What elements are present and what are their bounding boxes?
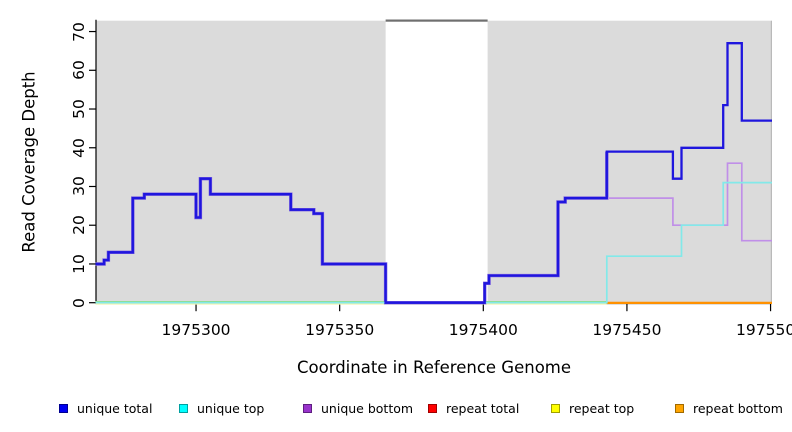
legend-swatch-repeat-top-icon [551, 403, 560, 413]
y-tick-label: 0 [70, 297, 88, 308]
y-tick-label: 40 [70, 137, 88, 158]
y-tick-label: 20 [70, 215, 88, 236]
y-tick-label: 10 [70, 254, 88, 274]
y-tick-label: 30 [70, 176, 88, 197]
unique-bottom-line [606, 162, 772, 242]
y-tick-label: 60 [70, 60, 88, 81]
legend-item-repeat-top: repeat top [551, 400, 634, 416]
legend-item-repeat-total: repeat total [428, 400, 519, 416]
legend-label-unique-total: unique total [77, 400, 153, 416]
legend-swatch-unique-bottom-icon [303, 403, 312, 413]
masked-white-region [385, 20, 488, 303]
legend-item-repeat-bottom: repeat bottom [675, 400, 783, 416]
legend-label-repeat-bottom: repeat bottom [693, 400, 783, 416]
y-tick-label: 50 [70, 99, 88, 119]
masked-region-top-edge [385, 19, 488, 22]
x-tick-label: 1975500 [736, 321, 792, 339]
x-tick-label: 1975450 [592, 321, 662, 339]
legend-swatch-repeat-total-icon [428, 403, 437, 413]
x-tick-label: 1975300 [161, 321, 231, 339]
legend-item-unique-top: unique top [179, 400, 264, 416]
legend-label-unique-top: unique top [197, 400, 265, 416]
y-tick-label: 70 [70, 21, 88, 42]
x-axis-title: Coordinate in Reference Genome [296, 358, 572, 377]
legend-swatch-unique-total-icon [59, 403, 68, 413]
legend-item-unique-total: unique total [59, 400, 152, 416]
legend-label-unique-bottom: unique bottom [321, 400, 414, 416]
legend-label-repeat-total: repeat total [446, 400, 520, 416]
unique-top-line [95, 181, 772, 304]
legend-item-unique-bottom: unique bottom [303, 400, 413, 416]
unique-total-line [95, 42, 772, 304]
legend-label-repeat-top: repeat top [569, 400, 635, 416]
x-tick-label: 1975350 [305, 321, 375, 339]
legend-swatch-repeat-bottom-icon [675, 403, 684, 413]
y-axis-title: Read Coverage Depth [19, 71, 39, 253]
x-tick-label: 1975400 [448, 321, 518, 339]
legend-swatch-unique-top-icon [179, 403, 188, 413]
